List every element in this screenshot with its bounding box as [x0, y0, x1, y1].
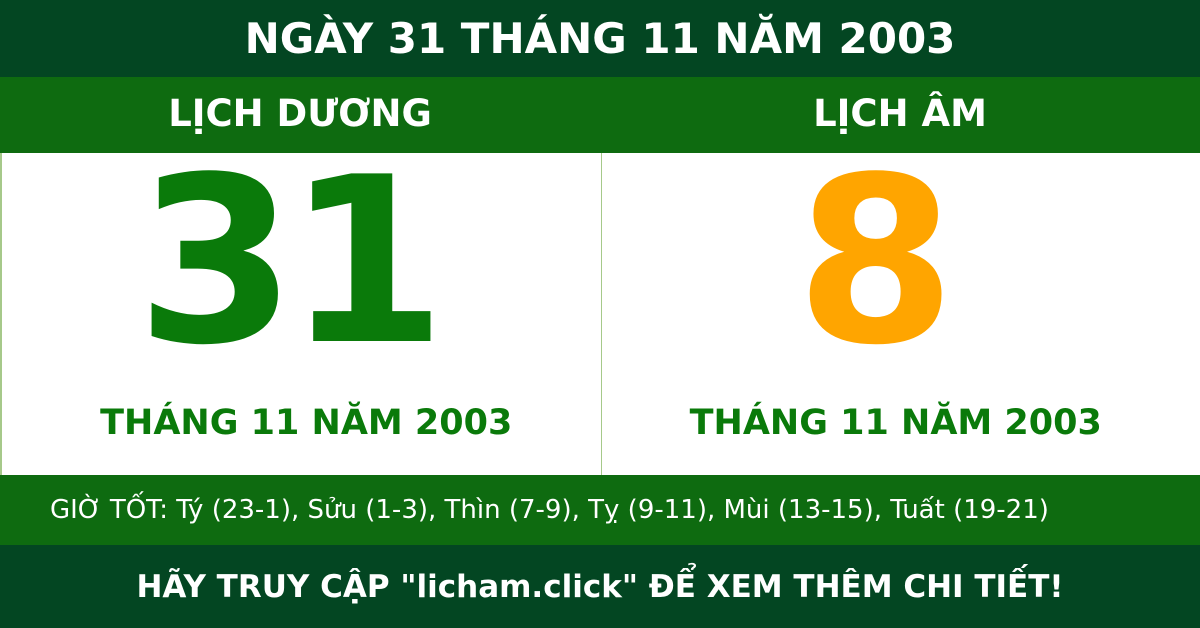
- calendar-headings: LỊCH DƯƠNG LỊCH ÂM: [0, 77, 1200, 153]
- solar-heading: LỊCH DƯƠNG: [168, 91, 432, 135]
- lunar-month-year: THÁNG 11 NĂM 2003: [689, 403, 1102, 443]
- footer-cta: HÃY TRUY CẬP "licham.click" ĐỂ XEM THÊM …: [0, 545, 1200, 628]
- good-hours: GIỜ TỐT: Tý (23-1), Sửu (1-3), Thìn (7-9…: [0, 475, 1200, 545]
- solar-month-year: THÁNG 11 NĂM 2003: [100, 403, 513, 443]
- lunar-heading: LỊCH ÂM: [813, 91, 987, 135]
- lunar-day: 8: [795, 129, 956, 396]
- lunar-column: 8 THÁNG 11 NĂM 2003: [602, 148, 1200, 475]
- solar-day: 31: [136, 129, 446, 396]
- solar-column: 31 THÁNG 11 NĂM 2003: [2, 129, 602, 475]
- page-title: NGÀY 31 THÁNG 11 NĂM 2003: [0, 0, 1200, 77]
- calendar-body: 31 THÁNG 11 NĂM 2003 8 THÁNG 11 NĂM 2003: [0, 129, 1200, 475]
